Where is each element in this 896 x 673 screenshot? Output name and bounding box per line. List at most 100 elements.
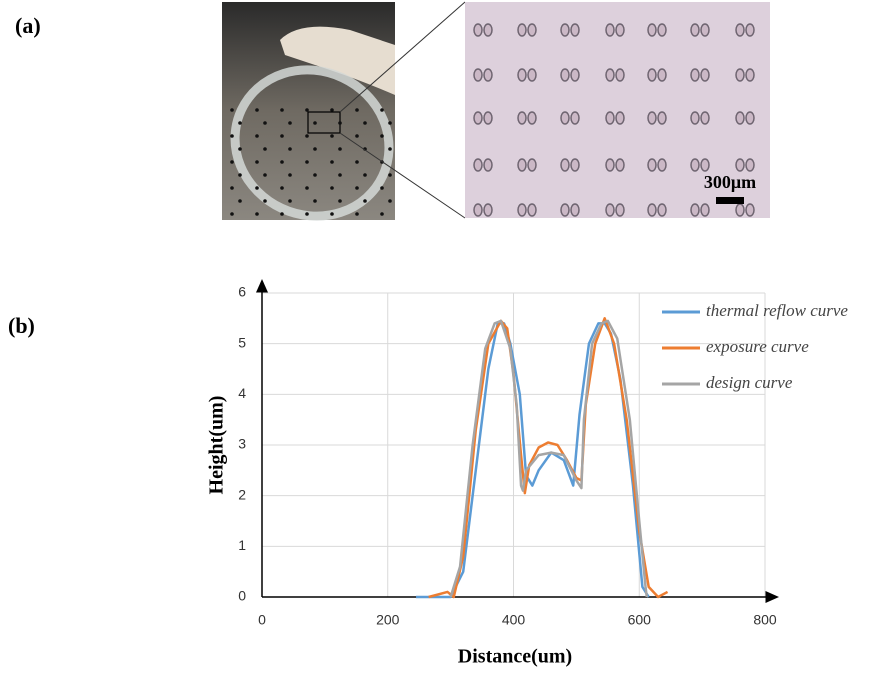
- microlens: [605, 158, 615, 172]
- table-hole: [255, 186, 259, 190]
- microlens: [517, 203, 527, 217]
- table-hole: [355, 160, 359, 164]
- microlens: [570, 23, 580, 37]
- table-hole: [288, 173, 292, 177]
- table-hole: [305, 160, 309, 164]
- table-hole: [263, 121, 267, 125]
- microlens: [745, 203, 755, 217]
- table-hole: [338, 147, 342, 151]
- table-hole: [313, 173, 317, 177]
- microlens: [745, 68, 755, 82]
- microlens: [483, 23, 493, 37]
- microlens: [657, 158, 667, 172]
- table-hole: [255, 134, 259, 138]
- table-hole: [305, 134, 309, 138]
- table-hole: [313, 147, 317, 151]
- microlens: [473, 68, 483, 82]
- microlens: [605, 23, 615, 37]
- microlens: [745, 111, 755, 125]
- table-hole: [380, 186, 384, 190]
- table-hole: [280, 186, 284, 190]
- x-tick-label: 600: [628, 612, 652, 628]
- table-hole: [313, 199, 317, 203]
- microlens: [570, 158, 580, 172]
- microlens: [560, 158, 570, 172]
- microlens: [615, 23, 625, 37]
- table-hole: [230, 108, 234, 112]
- photo: [222, 2, 395, 221]
- table-hole: [238, 147, 242, 151]
- chart: 0 1 2 3 4 5 6 0 200 400 600 800 Distance(um) Height(u…: [206, 279, 848, 668]
- table-hole: [363, 121, 367, 125]
- legend-label: exposure curve: [706, 337, 809, 356]
- table-hole: [263, 199, 267, 203]
- microlens: [700, 23, 710, 37]
- x-axis-label: Distance(um): [458, 646, 572, 668]
- microlens: [605, 203, 615, 217]
- table-hole: [238, 199, 242, 203]
- table-hole: [363, 173, 367, 177]
- microlens: [517, 23, 527, 37]
- table-hole: [288, 147, 292, 151]
- table-hole: [305, 108, 309, 112]
- microlens: [527, 203, 537, 217]
- x-tick-label: 400: [502, 612, 526, 628]
- table-hole: [388, 173, 392, 177]
- table-hole: [330, 186, 334, 190]
- microlens: [690, 23, 700, 37]
- table-hole: [355, 212, 359, 216]
- panel-label: (b): [8, 313, 35, 338]
- legend-label: design curve: [706, 373, 793, 392]
- microlens: [570, 203, 580, 217]
- microlens: [745, 23, 755, 37]
- microlens: [560, 111, 570, 125]
- table-hole: [338, 173, 342, 177]
- x-tick-label: 800: [753, 612, 777, 628]
- legend-label: thermal reflow curve: [706, 301, 848, 320]
- microlens: [735, 23, 745, 37]
- microlens: [605, 111, 615, 125]
- table-hole: [380, 108, 384, 112]
- microlens: [527, 68, 537, 82]
- table-hole: [380, 134, 384, 138]
- microlens: [473, 158, 483, 172]
- table-hole: [388, 121, 392, 125]
- panel-label: (a): [15, 13, 41, 38]
- microlens: [647, 23, 657, 37]
- table-hole: [288, 199, 292, 203]
- microlens: [735, 203, 745, 217]
- microlens: [735, 68, 745, 82]
- table-hole: [280, 134, 284, 138]
- microlens: [570, 68, 580, 82]
- microlens: [690, 111, 700, 125]
- microlens: [517, 111, 527, 125]
- microlens: [615, 158, 625, 172]
- table-hole: [363, 199, 367, 203]
- table-hole: [263, 147, 267, 151]
- microlens: [690, 203, 700, 217]
- y-tick-label: 1: [238, 537, 246, 553]
- table-hole: [255, 212, 259, 216]
- microlens: [657, 68, 667, 82]
- table-hole: [330, 108, 334, 112]
- y-tick-label: 3: [238, 436, 246, 452]
- microlens: [615, 111, 625, 125]
- table-hole: [338, 199, 342, 203]
- table-hole: [305, 212, 309, 216]
- x-tick-label: 0: [258, 612, 266, 628]
- microlens: [690, 158, 700, 172]
- table-hole: [238, 173, 242, 177]
- microlens: [560, 203, 570, 217]
- table-hole: [305, 186, 309, 190]
- microlens: [647, 203, 657, 217]
- table-hole: [230, 160, 234, 164]
- y-tick-label: 6: [238, 284, 246, 300]
- table-hole: [330, 134, 334, 138]
- microlens: [647, 68, 657, 82]
- microlens: [735, 158, 745, 172]
- table-hole: [238, 121, 242, 125]
- table-hole: [330, 160, 334, 164]
- microlens: [483, 203, 493, 217]
- microlens: [527, 158, 537, 172]
